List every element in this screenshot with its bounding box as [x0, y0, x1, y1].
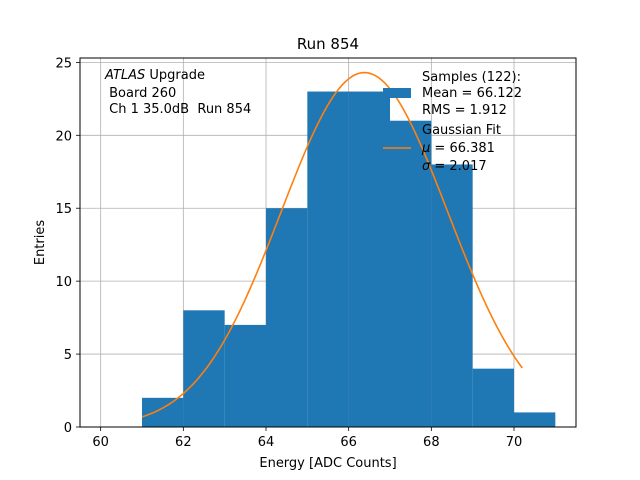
legend-mu-value: = 66.381	[430, 141, 495, 156]
y-axis-label: Entries	[33, 220, 48, 266]
legend-samples-title: Samples (122):	[422, 70, 521, 85]
histogram-bar	[514, 412, 556, 427]
y-tick-label: 0	[64, 421, 72, 436]
annotation-atlas: ATLAS	[104, 68, 145, 83]
x-tick-label: 70	[506, 435, 523, 450]
histogram-bar	[183, 310, 225, 427]
gaussian-fit	[141, 71, 523, 418]
annotation-line-3: Ch 1 35.0dB Run 854	[105, 102, 251, 117]
x-tick-label: 60	[92, 435, 109, 450]
chart-title: Run 854	[297, 35, 359, 53]
x-tick-label: 66	[340, 435, 357, 450]
y-tick-label: 15	[55, 202, 72, 217]
legend-fit-title: Gaussian Fit	[422, 123, 501, 138]
legend-fit-sigma: σ = 2.017	[422, 159, 487, 174]
legend-sigma-symbol: σ	[422, 159, 431, 174]
y-tick-label: 25	[55, 56, 72, 71]
x-tick-label: 68	[423, 435, 440, 450]
x-axis-label: Energy [ADC Counts]	[259, 456, 396, 471]
legend-fit-mu: μ = 66.381	[421, 141, 495, 156]
histogram-bar	[431, 164, 473, 428]
histogram-bar	[390, 120, 432, 427]
histogram-bar	[348, 91, 390, 427]
y-tick-label: 20	[55, 129, 72, 144]
x-axis: 60 62 64 66 68 70	[92, 427, 522, 450]
y-tick-label: 5	[64, 348, 72, 363]
legend-samples-rms: RMS = 1.912	[422, 103, 507, 118]
annotation-upgrade: Upgrade	[145, 68, 205, 83]
y-axis: 0 5 10 15 20 25	[55, 56, 80, 436]
plot-frame	[79, 57, 577, 428]
legend-samples-mean: Mean = 66.122	[422, 86, 522, 101]
histogram-bar	[142, 397, 184, 427]
legend-mu-symbol: μ	[421, 141, 430, 156]
histogram-bar	[472, 368, 514, 427]
x-tick-label: 62	[175, 435, 192, 450]
histogram-bars	[142, 91, 556, 428]
histogram-bar	[224, 324, 266, 427]
x-tick-label: 64	[258, 435, 275, 450]
legend-sigma-value: = 2.017	[430, 159, 486, 174]
fit-curve	[141, 71, 523, 418]
y-tick-label: 10	[55, 275, 72, 290]
legend: Samples (122): Mean = 66.122 RMS = 1.912…	[383, 70, 522, 174]
annotation-line-1: ATLAS Upgrade	[104, 68, 205, 83]
histogram-bar	[307, 91, 349, 427]
legend-samples-swatch	[383, 88, 411, 98]
annotation-line-2: Board 260	[105, 86, 176, 101]
histogram-bar	[266, 208, 308, 427]
